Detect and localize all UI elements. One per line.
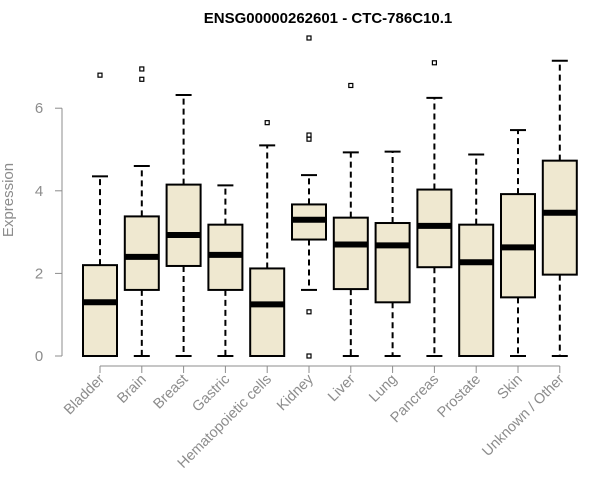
y-tick-label: 2 [35, 265, 43, 282]
x-category-label: Liver [325, 371, 359, 405]
outlier-point [348, 82, 354, 89]
x-category-label: Breast [150, 372, 191, 413]
x-category-label: Brain [114, 372, 149, 407]
y-axis-label: Expression [0, 163, 17, 237]
box-liver [332, 82, 369, 357]
outlier-point [306, 132, 312, 138]
box-unknown-other [541, 59, 578, 357]
outlier-point [306, 136, 312, 142]
box-iqr [249, 267, 286, 357]
box-brain [123, 66, 160, 357]
outlier-point [306, 309, 312, 315]
y-tick-label: 4 [35, 183, 43, 200]
box-skin [500, 129, 536, 357]
box-iqr [165, 183, 202, 267]
y-axis: 0 2 4 6 [35, 100, 63, 365]
box-breast [165, 93, 202, 357]
chart-title: ENSG00000262601 - CTC-786C10.1 [204, 10, 452, 27]
box-bladder [82, 72, 118, 358]
outlier-point [264, 120, 270, 126]
box-hematopoietic-cells [249, 120, 286, 357]
box-iqr [541, 159, 578, 276]
outlier-point [431, 60, 437, 66]
outlier-point [306, 35, 312, 41]
x-category-label: Prostate [435, 372, 484, 421]
x-category-label: Lung [366, 372, 400, 406]
x-category-label: Bladder [61, 371, 108, 418]
box-iqr [332, 216, 369, 291]
box-pancreas [416, 60, 453, 357]
box-iqr [82, 264, 118, 358]
x-category-label: Kidney [274, 371, 317, 414]
outlier-point [139, 76, 145, 82]
box-gastric [207, 184, 244, 357]
outlier-point [306, 353, 312, 359]
x-category-label: Skin [495, 372, 526, 403]
y-tick-label: 0 [35, 348, 43, 365]
outlier-point [139, 66, 145, 72]
box-kidney [291, 35, 327, 359]
box-iqr [123, 215, 160, 291]
boxes-group [82, 35, 578, 359]
y-tick-label: 6 [35, 100, 43, 117]
box-prostate [458, 153, 495, 357]
outlier-point [97, 72, 103, 78]
box-lung [374, 150, 411, 357]
box-iqr [458, 223, 495, 357]
box-iqr [374, 222, 411, 304]
